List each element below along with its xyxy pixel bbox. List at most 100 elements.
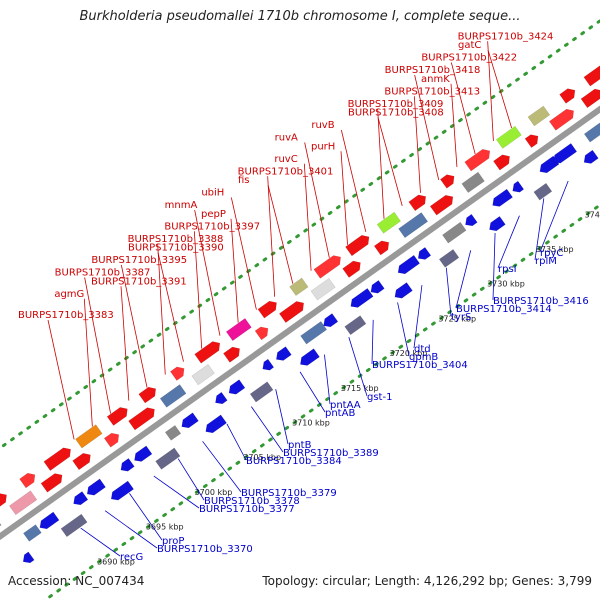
- map-title: Burkholderia pseudomallei 1710b chromoso…: [79, 9, 521, 24]
- forward-cds-feature: [225, 318, 252, 342]
- forward-cds-feature: [254, 326, 269, 341]
- forward-cds-feature: [559, 88, 576, 104]
- forward-gene-leader: [157, 243, 166, 375]
- reverse-gene-label: tyrS: [451, 312, 471, 323]
- accession-label: Accession: NC_007434: [8, 574, 145, 588]
- forward-cds-feature: [40, 473, 63, 493]
- forward-gene-leader: [120, 264, 148, 388]
- forward-gene-label: mnmA: [165, 200, 198, 211]
- forward-gene-leader: [340, 151, 348, 245]
- forward-cds-feature: [583, 62, 600, 87]
- reverse-cds-feature: [120, 458, 135, 472]
- forward-cds-feature: [191, 363, 215, 386]
- forward-gene-label: BURPS1710b_3387: [55, 268, 151, 279]
- reverse-gene-label: BURPS1710b_3404: [372, 360, 468, 371]
- reverse-gene-label: pntB: [288, 440, 312, 451]
- forward-cds-feature: [9, 490, 38, 516]
- reverse-cds-feature: [86, 478, 106, 496]
- tick-label: 3695 kbp: [146, 523, 184, 532]
- reverse-gene-leader: [324, 354, 331, 405]
- chromosome-backbone: [0, 105, 600, 541]
- forward-gene-label: BURPS1710b_3413: [384, 86, 480, 97]
- reverse-gene-leader: [497, 215, 520, 269]
- forward-gene-label: ruvA: [275, 133, 298, 144]
- reverse-gene-label: pntAB: [325, 408, 355, 419]
- forward-cds-feature: [313, 255, 341, 279]
- reverse-gene-leader: [492, 233, 496, 301]
- forward-cds-feature: [72, 452, 91, 471]
- forward-cds-feature: [223, 346, 240, 363]
- forward-gene-label: BURPS1710b_3383: [18, 310, 114, 321]
- tick-label: 3730 kbp: [487, 280, 525, 289]
- reverse-gene-leader: [104, 510, 158, 549]
- forward-gene-leader: [230, 218, 239, 323]
- forward-gene-leader: [267, 184, 294, 284]
- reverse-cds-feature: [438, 249, 460, 268]
- reverse-gene-leader: [202, 441, 242, 493]
- reverse-cds-feature: [492, 188, 513, 207]
- reverse-gene-leader: [129, 493, 163, 541]
- forward-gene-leader: [47, 319, 75, 440]
- forward-cds-feature: [493, 154, 510, 171]
- reverse-cds-feature: [205, 414, 227, 434]
- forward-gene-label: ruvC: [274, 154, 297, 165]
- forward-gene-label: pepP: [201, 209, 226, 220]
- reverse-gene-label: pntAA: [330, 400, 361, 411]
- forward-gene-leader: [450, 62, 476, 155]
- reverse-gene-label: BURPS1710b_3379: [241, 488, 337, 499]
- reverse-cds-feature: [228, 379, 246, 395]
- forward-gene-label: BURPS1710b_3422: [421, 53, 517, 64]
- forward-gene-label: ruvB: [311, 120, 334, 131]
- forward-cds-feature: [345, 235, 370, 257]
- reverse-cds-feature: [300, 348, 320, 366]
- reverse-gene-leader: [275, 389, 289, 445]
- reverse-gene-leader: [371, 319, 374, 365]
- tick-label: 3740 kbp: [585, 210, 600, 219]
- reverse-gene-label: dtd: [414, 344, 431, 355]
- forward-gene-leader: [487, 41, 494, 141]
- tick-label: 3735 kbp: [536, 245, 574, 254]
- forward-cds-feature: [549, 108, 574, 131]
- forward-gene-leader: [193, 231, 203, 349]
- reverse-cds-feature: [60, 513, 88, 538]
- reverse-gene-label: rpsI: [498, 264, 517, 275]
- forward-cds-feature: [376, 211, 401, 234]
- forward-gene-label: BURPS1710b_3409: [348, 99, 444, 110]
- inner-tick-ring: [42, 203, 600, 600]
- forward-cds-feature: [279, 301, 304, 323]
- reverse-cds-feature: [583, 149, 599, 164]
- reverse-gene-label: BURPS1710b_3416: [493, 296, 589, 307]
- reverse-gene-label: rpyC: [540, 248, 563, 259]
- reverse-cds-feature: [300, 321, 328, 345]
- reverse-gene-label: BURPS1710b_3389: [283, 448, 379, 459]
- reverse-cds-feature: [22, 551, 35, 564]
- forward-cds-feature: [524, 134, 539, 148]
- forward-cds-feature: [75, 424, 103, 449]
- reverse-cds-feature: [489, 215, 506, 232]
- forward-cds-feature: [103, 432, 120, 448]
- forward-cds-feature: [373, 240, 390, 256]
- forward-gene-leader: [83, 298, 93, 427]
- forward-gene-leader: [230, 197, 257, 310]
- forward-gene-leader: [487, 49, 513, 129]
- forward-cds-feature: [170, 366, 185, 381]
- reverse-cds-feature: [344, 315, 367, 336]
- forward-cds-feature: [495, 125, 522, 149]
- forward-cds-feature: [429, 194, 454, 216]
- tick-label: 3690 kbp: [97, 557, 135, 566]
- forward-cds-feature: [461, 171, 485, 194]
- forward-cds-feature: [0, 493, 7, 511]
- forward-gene-leader: [84, 277, 111, 414]
- reverse-cds-feature: [181, 412, 199, 429]
- reverse-gene-leader: [445, 267, 452, 317]
- reverse-cds-feature: [370, 280, 385, 294]
- reverse-gene-leader: [413, 285, 423, 349]
- reverse-gene-label: gpmB: [409, 352, 438, 363]
- forward-gene-leader: [304, 142, 330, 258]
- reverse-gene-label: BURPS1710b_3370: [157, 544, 253, 555]
- reverse-gene-label: BURPS1710b_3414: [456, 304, 552, 315]
- reverse-cds-feature: [39, 511, 60, 530]
- forward-cds-feature: [310, 277, 336, 301]
- forward-gene-leader: [340, 129, 367, 232]
